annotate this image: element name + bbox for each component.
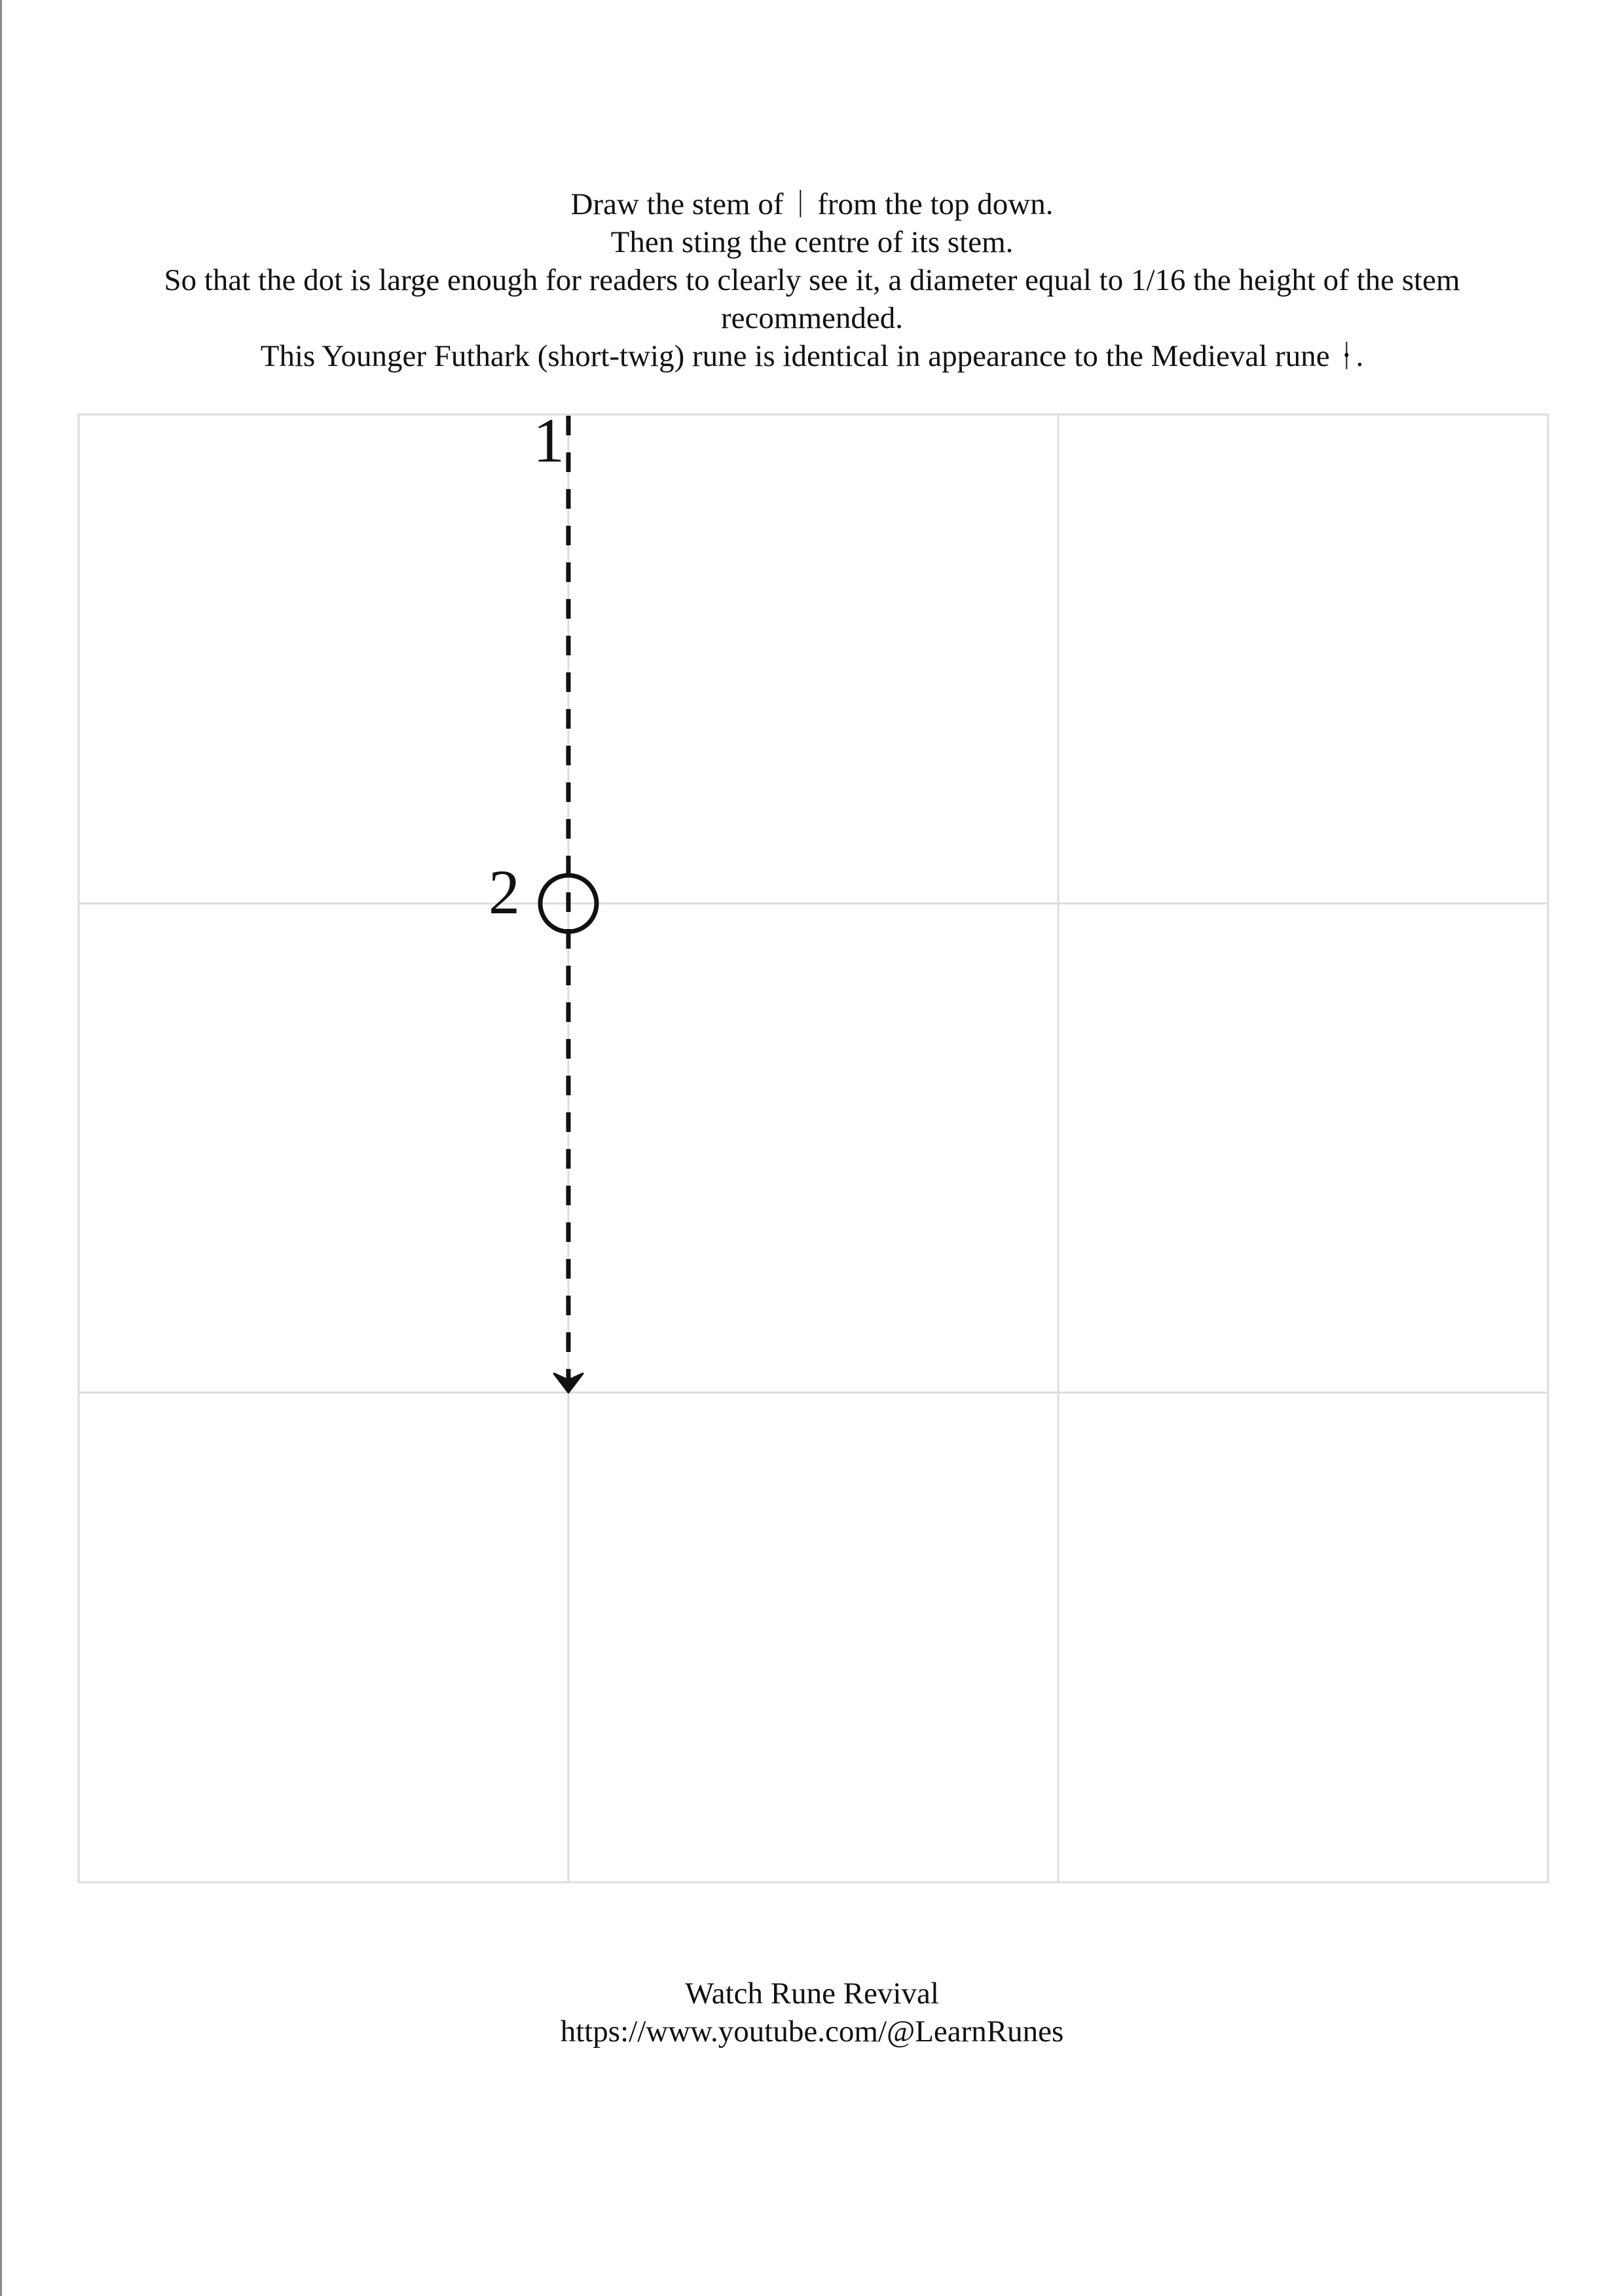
step-label-2: 2 (489, 857, 520, 927)
footer-block: Watch Rune Revival https://www.youtube.c… (0, 1975, 1624, 2050)
footer-url-link[interactable]: https://www.youtube.com/@LearnRunes (0, 2013, 1624, 2050)
guide-grid (79, 414, 1548, 1882)
footer-title: Watch Rune Revival (0, 1975, 1624, 2013)
step-label-1: 1 (533, 405, 564, 475)
grid-outer-frame (79, 414, 1548, 1882)
